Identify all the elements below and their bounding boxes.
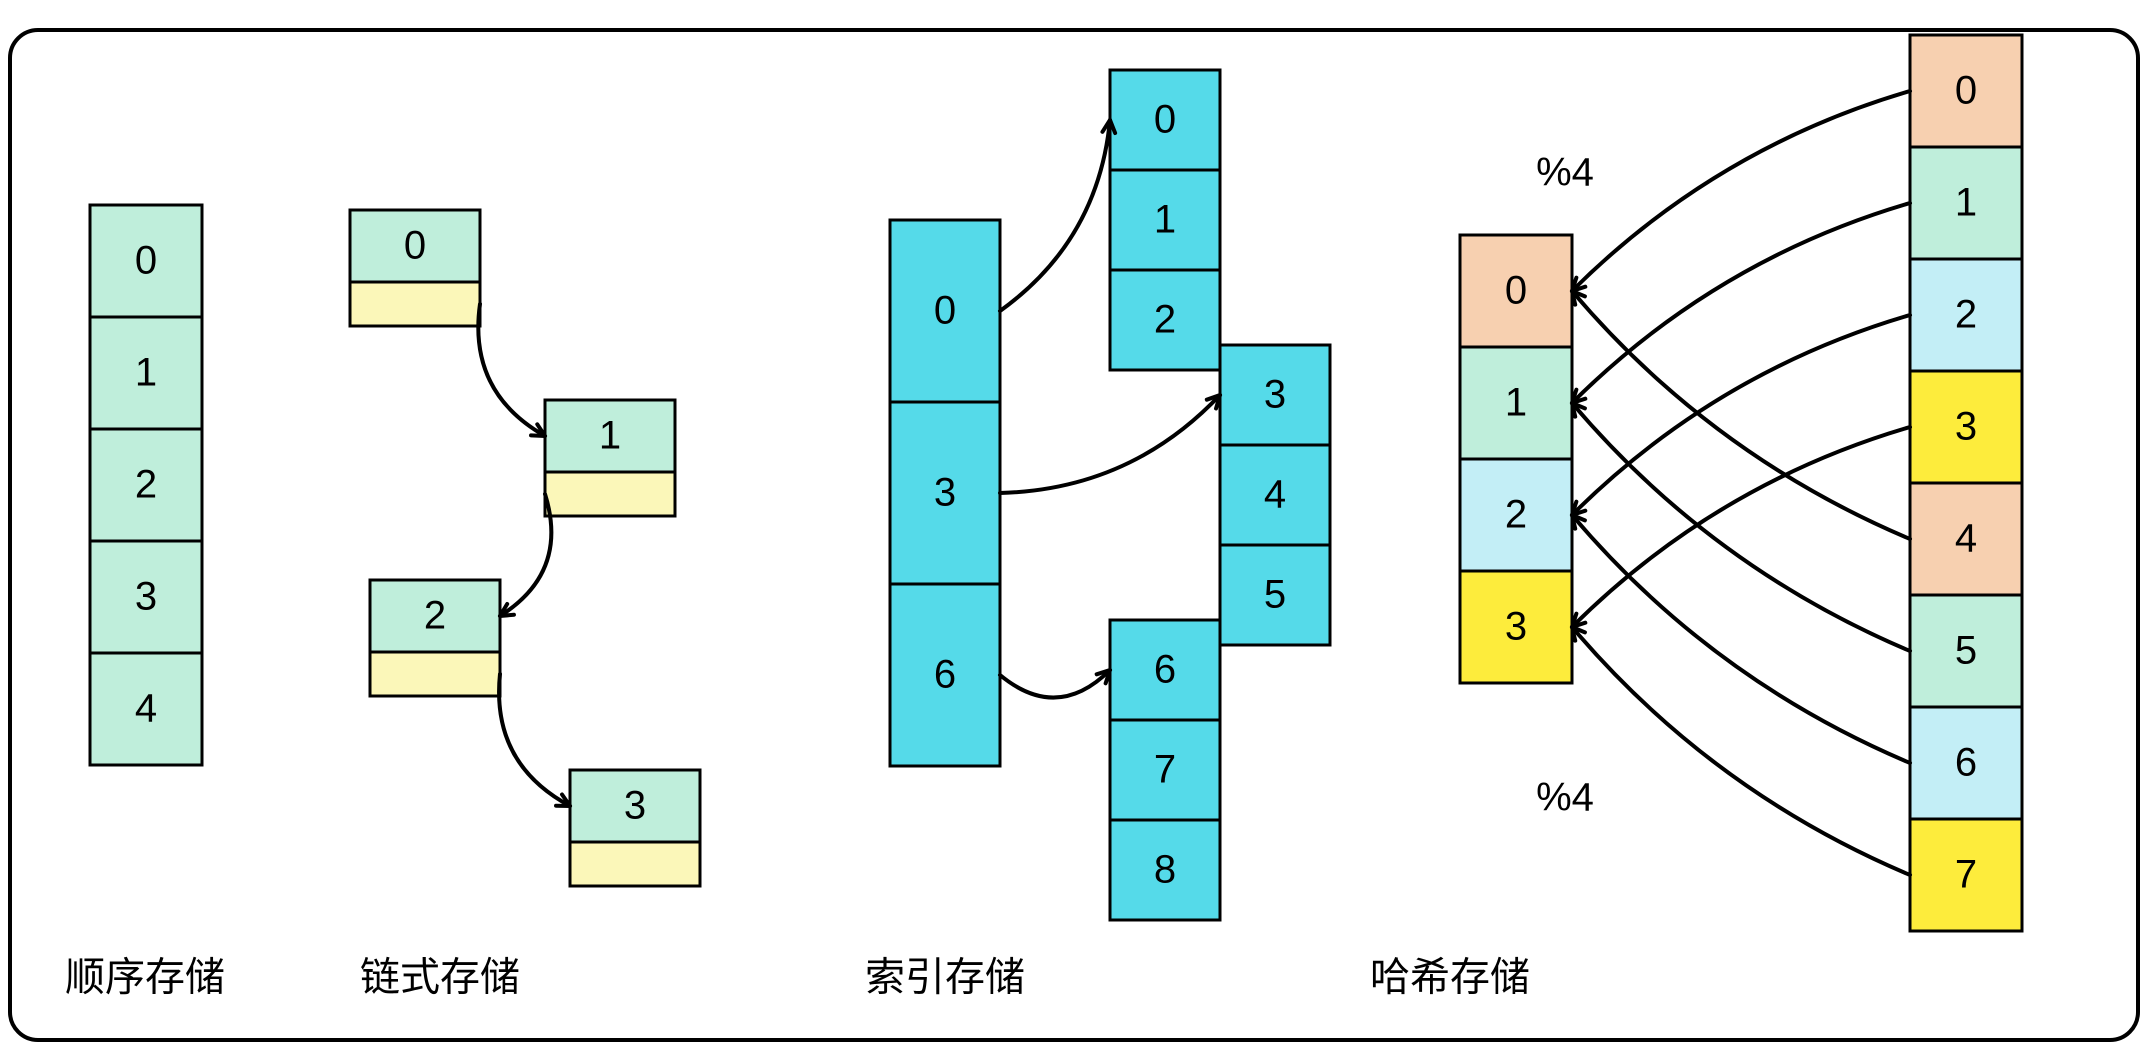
index-cell-2: 6: [890, 584, 1000, 766]
hash-src-0: 0: [1910, 35, 2022, 147]
cell-value: 1: [1505, 381, 1527, 425]
cell-value: 1: [135, 351, 157, 395]
cell-value: 0: [1505, 269, 1527, 313]
hash-bucket-1: 1: [1460, 347, 1572, 459]
cell-value: 2: [424, 594, 446, 638]
section-label-hash: 哈希存储: [1370, 956, 1530, 1000]
cell-value: 6: [1955, 741, 1977, 785]
cell-value: 7: [1154, 748, 1176, 792]
hash-src-6: 6: [1910, 707, 2022, 819]
data-cell-b2-1: 7: [1110, 720, 1220, 820]
cell-value: 1: [1154, 198, 1176, 242]
cell-value: 2: [1505, 493, 1527, 537]
hash-src-3: 3: [1910, 371, 2022, 483]
cell-value: 3: [934, 471, 956, 515]
cell-value: 3: [135, 575, 157, 619]
seq-cell-4: 4: [90, 653, 202, 765]
cell-value: 4: [1955, 517, 1977, 561]
diagram-frame: [10, 30, 2138, 1040]
hash-bucket-0: 0: [1460, 235, 1572, 347]
data-cell-b2-0: 6: [1110, 620, 1220, 720]
cell-value: 0: [404, 224, 426, 268]
hash-bucket-3: 3: [1460, 571, 1572, 683]
data-cell-b1-0: 3: [1220, 345, 1330, 445]
linked-node-n3: 3: [570, 770, 700, 842]
linked-ptr-n2: [370, 652, 500, 696]
hash-src-1: 1: [1910, 147, 2022, 259]
cell-value: 7: [1955, 853, 1977, 897]
hash-op-bottom: %4: [1536, 776, 1594, 820]
linked-node-n0: 0: [350, 210, 480, 282]
sequential-storage: 0 1 2 3 4: [90, 205, 202, 765]
cell-value: 4: [1264, 473, 1286, 517]
seq-cell-1: 1: [90, 317, 202, 429]
data-cell-b0-0: 0: [1110, 70, 1220, 170]
linked-ptr-n3: [570, 842, 700, 886]
seq-cell-3: 3: [90, 541, 202, 653]
section-label-link: 链式存储: [360, 956, 520, 1000]
cell-value: 5: [1264, 573, 1286, 617]
cell-value: 3: [1955, 405, 1977, 449]
cell-value: 8: [1154, 848, 1176, 892]
cell-value: 6: [1154, 648, 1176, 692]
cell-value: 3: [1505, 605, 1527, 649]
section-label-seq: 顺序存储: [65, 956, 225, 1000]
seq-cell-0: 0: [90, 205, 202, 317]
cell-value: 2: [135, 463, 157, 507]
linked-ptr-n1: [545, 472, 675, 516]
cell-value: 5: [1955, 629, 1977, 673]
hash-src-2: 2: [1910, 259, 2022, 371]
linked-node-n2: 2: [370, 580, 500, 652]
data-cell-b1-2: 5: [1220, 545, 1330, 645]
cell-value: 3: [1264, 373, 1286, 417]
index-cell-1: 3: [890, 402, 1000, 584]
cell-value: 0: [1955, 69, 1977, 113]
data-cell-b0-2: 2: [1110, 270, 1220, 370]
index-cell-0: 0: [890, 220, 1000, 402]
cell-value: 0: [934, 289, 956, 333]
cell-value: 3: [624, 784, 646, 828]
cell-value: 4: [135, 687, 157, 731]
linked-ptr-n0: [350, 282, 480, 326]
data-cell-b2-2: 8: [1110, 820, 1220, 920]
section-label-index: 索引存储: [865, 956, 1025, 1000]
hash-op-top: %4: [1536, 151, 1594, 195]
cell-value: 2: [1955, 293, 1977, 337]
cell-value: 1: [599, 414, 621, 458]
cell-value: 6: [934, 653, 956, 697]
hash-src-7: 7: [1910, 819, 2022, 931]
cell-value: 2: [1154, 298, 1176, 342]
cell-value: 0: [1154, 98, 1176, 142]
hash-src-5: 5: [1910, 595, 2022, 707]
cell-value: 0: [135, 239, 157, 283]
data-cell-b1-1: 4: [1220, 445, 1330, 545]
data-cell-b0-1: 1: [1110, 170, 1220, 270]
cell-value: 1: [1955, 181, 1977, 225]
hash-bucket-2: 2: [1460, 459, 1572, 571]
linked-node-n1: 1: [545, 400, 675, 472]
seq-cell-2: 2: [90, 429, 202, 541]
hash-src-4: 4: [1910, 483, 2022, 595]
